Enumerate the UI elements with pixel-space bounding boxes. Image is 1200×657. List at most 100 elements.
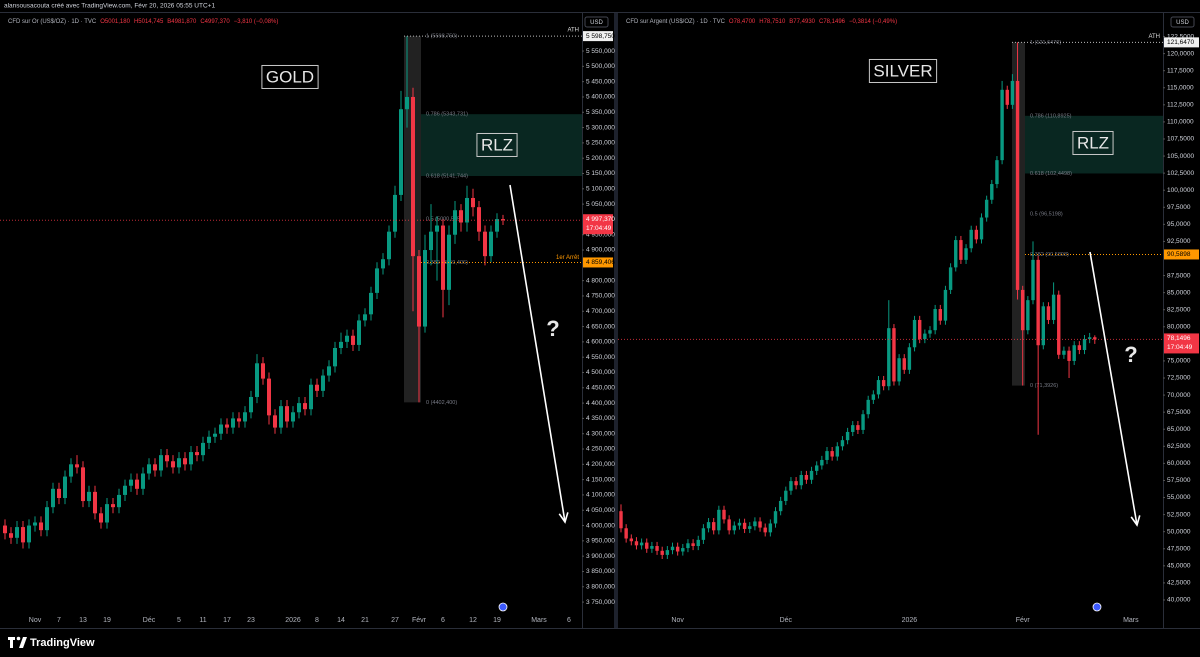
candle-body: [763, 527, 767, 533]
y-tick-label: 3 750,000: [586, 599, 615, 606]
y-tick-label: 4 700,000: [586, 308, 615, 315]
candle-body: [111, 504, 115, 508]
candle-body: [645, 542, 649, 549]
candle-body: [21, 527, 25, 543]
x-tick-label: 7: [57, 617, 61, 624]
candle-body: [959, 240, 963, 260]
x-tick-label: 6: [441, 617, 445, 624]
candle-body: [995, 160, 999, 185]
countdown: 17:04:49: [586, 225, 612, 232]
ohlc-value: O78,4700: [729, 19, 756, 25]
y-tick-label: 95,0000: [1167, 221, 1191, 228]
candle-body: [177, 458, 181, 468]
candle-body: [938, 309, 942, 321]
flag-icon: [498, 602, 508, 612]
candle-body: [820, 459, 824, 466]
candle-body: [974, 229, 979, 240]
ath-label: 5 598,750: [586, 33, 615, 40]
candle-body: [477, 207, 481, 232]
candle-body: [990, 184, 994, 200]
zone-label-box: [476, 132, 518, 157]
candle-body: [237, 418, 241, 422]
y-tick-label: 72,5000: [1167, 375, 1191, 382]
candle-body: [1077, 345, 1082, 351]
candle-body: [309, 384, 313, 410]
y-tick-label: 82,5000: [1167, 306, 1191, 313]
x-tick-label: Nov: [29, 617, 42, 624]
candle-body: [57, 488, 61, 498]
candle-body: [231, 418, 235, 428]
candle-body: [153, 464, 157, 471]
candle-body: [773, 511, 778, 524]
candle-body: [273, 415, 277, 428]
x-tick-label: 2026: [285, 617, 301, 624]
candle-body: [3, 525, 7, 534]
candle-body: [825, 451, 829, 460]
candle-body: [634, 541, 639, 546]
candle-body: [345, 335, 349, 342]
candle-body: [255, 363, 259, 397]
x-tick-label: Mars: [1123, 617, 1139, 624]
candle-body: [501, 219, 505, 221]
y-tick-label: 62,5000: [1167, 443, 1191, 450]
candle-body: [423, 250, 427, 327]
y-tick-label: 115,0000: [1167, 84, 1194, 91]
y-tick-label: 120,0000: [1167, 50, 1194, 57]
candle-body: [381, 259, 385, 269]
candle-body: [399, 109, 403, 195]
y-tick-label: 102,5000: [1167, 170, 1194, 177]
panel-separator: [614, 13, 618, 628]
candle-body: [27, 525, 31, 543]
y-tick-label: 117,5000: [1167, 67, 1194, 74]
candle-body: [1041, 306, 1045, 346]
x-tick-label: 21: [361, 617, 369, 624]
y-tick-label: 5 400,000: [586, 94, 615, 101]
rlz-zone: [421, 114, 582, 177]
candle-body: [845, 431, 850, 441]
y-tick-label: 4 900,000: [586, 247, 615, 254]
candle-body: [722, 509, 726, 520]
ath-box: [583, 31, 613, 42]
x-tick-label: 14: [337, 617, 345, 624]
candle-body: [1062, 350, 1066, 355]
y-tick-label: 5 100,000: [586, 186, 615, 193]
arrow-head: [558, 512, 569, 524]
y-tick-label: 5 150,000: [586, 170, 615, 177]
y-tick-label: 87,5000: [1167, 272, 1191, 279]
candle-body: [303, 403, 307, 410]
x-tick-label: Févr: [1016, 617, 1031, 624]
candle-body: [902, 358, 906, 370]
symbol: CFD sur Argent (US$/OZ) · 1D · TVC: [626, 19, 726, 25]
candle-body: [225, 424, 229, 428]
asset-title: GOLD: [266, 67, 314, 86]
candle-body: [291, 412, 295, 422]
y-tick-label: 92,5000: [1167, 238, 1191, 245]
candle-body: [887, 328, 891, 387]
logo: [8, 636, 27, 648]
fib-label: 0 (4402,400): [426, 400, 457, 406]
y-tick-label: 70,0000: [1167, 392, 1191, 399]
candle-body: [866, 399, 870, 415]
candle-body: [706, 522, 711, 529]
y-tick-label: 4 750,000: [586, 293, 615, 300]
candle-body: [1072, 345, 1076, 361]
candle-body: [861, 414, 865, 430]
y-tick-label: 4 000,000: [586, 522, 615, 529]
y-tick-label: 4 200,000: [586, 461, 615, 468]
candle-body: [892, 328, 896, 382]
y-tick-label: 4 500,000: [586, 369, 615, 376]
candle-body: [441, 225, 445, 290]
y-tick-label: 75,0000: [1167, 358, 1191, 365]
candle-body: [856, 425, 860, 430]
fib-label: 1 (5598,750): [426, 34, 457, 40]
candle-body: [691, 543, 695, 547]
y-tick-label: 105,0000: [1167, 153, 1194, 160]
last-price-box: [583, 214, 613, 235]
x-tick-label: 12: [469, 617, 477, 624]
candle-body: [650, 546, 654, 549]
candle-body: [9, 533, 13, 538]
candle-body: [918, 319, 922, 340]
candle-body: [375, 268, 379, 293]
y-tick-label: 4 450,000: [586, 385, 615, 392]
